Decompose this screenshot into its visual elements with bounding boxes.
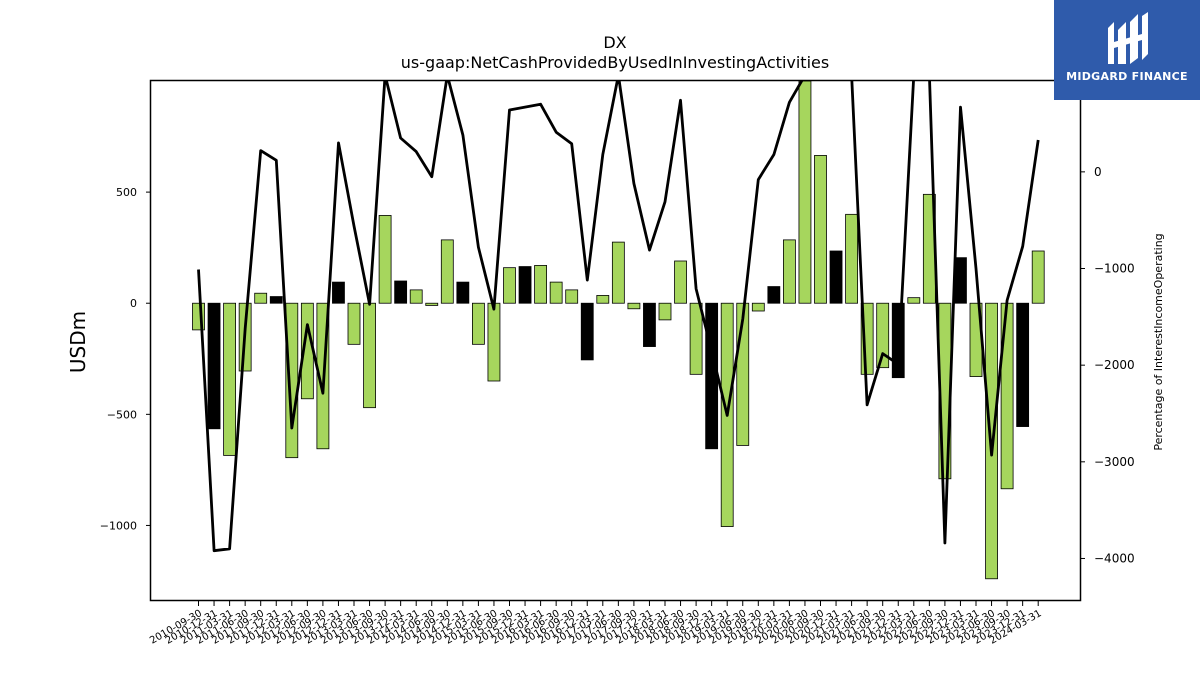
bar-2016-12-31 (580, 302, 594, 361)
bar-2016-06-30 (549, 281, 563, 304)
bar-2011-03-31 (223, 302, 237, 456)
bar-2020-12-31 (829, 250, 843, 304)
bar-2021-09-30 (876, 302, 890, 369)
chart-title: DX (603, 33, 626, 52)
bar-2018-12-31 (705, 302, 719, 450)
y2-axis-label: Percentage of InterestIncomeOperating (1152, 233, 1165, 450)
y-tick-label: −500 (107, 408, 137, 421)
bar-2017-03-31 (596, 295, 610, 304)
bar-2014-06-30 (425, 302, 439, 306)
bar-2014-09-30 (440, 239, 454, 304)
y2-tick-label: 0 (1094, 165, 1102, 179)
bar-2014-12-31 (456, 281, 470, 304)
bar-2022-03-31 (907, 297, 921, 304)
bar-2011-12-31 (269, 296, 283, 304)
bar-2020-06-30 (798, 81, 812, 304)
bar-2024-03-31 (1031, 250, 1045, 304)
bar-2015-06-30 (487, 302, 501, 382)
chart-subtitle: us-gaap:NetCashProvidedByUsedInInvesting… (401, 53, 829, 72)
bar-2018-06-30 (674, 260, 687, 304)
logo-mark-icon (1108, 12, 1148, 64)
bar-2013-12-31 (394, 280, 408, 304)
line-series (197, 81, 1040, 553)
bar-2013-03-31 (347, 302, 361, 345)
bar-2013-09-30 (378, 215, 392, 304)
bar-2015-12-31 (518, 266, 532, 304)
brand-logo: MIDGARD FINANCE (1054, 0, 1200, 100)
y-tick-label: −1000 (100, 519, 137, 532)
bar-2010-12-31 (207, 302, 221, 430)
y-tick-label: 0 (130, 297, 137, 310)
bar-2013-06-30 (363, 302, 376, 409)
y-tick-label: 500 (116, 186, 137, 199)
bar-2016-09-30 (565, 289, 579, 304)
bar-2018-09-30 (689, 302, 703, 375)
y2-tick-label: −2000 (1094, 358, 1135, 372)
logo-text: MIDGARD FINANCE (1066, 70, 1188, 83)
bar-2019-09-30 (751, 302, 765, 312)
y2-tick-label: −4000 (1094, 551, 1135, 565)
bar-2015-09-30 (503, 267, 516, 304)
bar-2012-12-31 (332, 281, 345, 304)
bar-2012-03-31 (285, 302, 299, 459)
bar-2020-09-30 (814, 155, 827, 304)
y-axis-label: USDm (66, 311, 90, 373)
bar-2021-03-31 (845, 213, 858, 304)
bar-2020-03-31 (783, 239, 796, 304)
bar-2017-06-30 (611, 241, 625, 304)
bar-2019-12-31 (767, 286, 781, 304)
bar-2023-12-31 (1016, 302, 1030, 427)
plot-frame (149, 79, 1082, 602)
bar-2018-03-31 (658, 302, 672, 321)
bar-2015-03-31 (471, 302, 485, 345)
bar-2017-09-30 (627, 302, 641, 310)
bar-2016-03-31 (534, 265, 547, 304)
bar-2017-12-31 (643, 302, 656, 347)
bar-2014-03-31 (409, 289, 423, 304)
y2-tick-label: −3000 (1094, 455, 1135, 469)
y2-tick-label: −1000 (1094, 262, 1135, 276)
bar-2011-09-30 (254, 292, 268, 304)
